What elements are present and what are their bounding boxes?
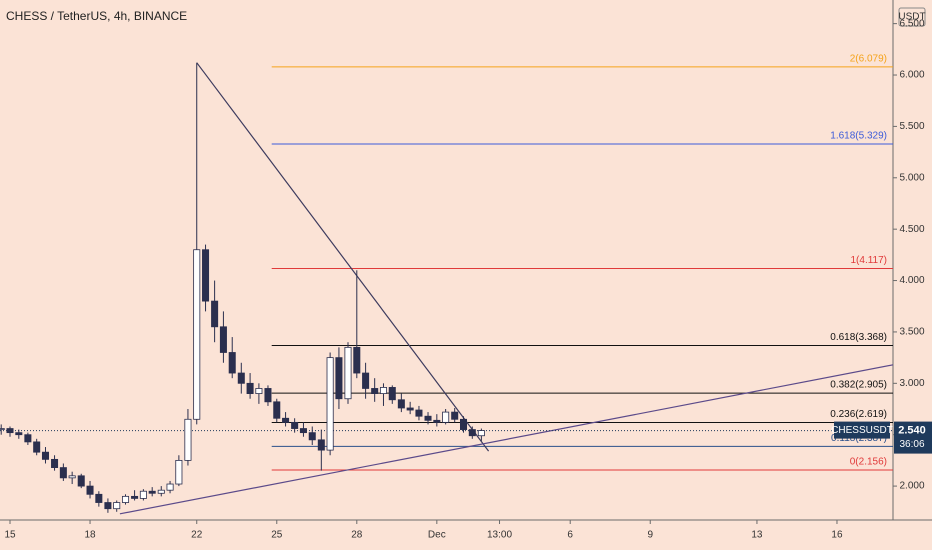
x-tick-label: 13:00: [487, 530, 512, 541]
y-tick-label: 4.000: [899, 275, 924, 286]
y-tick-label: 5.500: [899, 121, 924, 132]
x-tick-label: 22: [191, 530, 203, 541]
candle-body: [59, 467, 67, 479]
candle-body: [273, 401, 281, 419]
candle-body: [41, 451, 49, 460]
price-box: [894, 421, 932, 454]
candle-body: [184, 418, 192, 461]
plot-area: 2(6.079) 1.618(5.329) 1(4.117) 0.618(3.368)…: [0, 54, 894, 515]
candle-body: [335, 357, 343, 400]
candle-body: [211, 300, 219, 328]
trend-line: [119, 364, 894, 515]
candle-body: [113, 502, 121, 510]
candle-body: [237, 372, 245, 384]
x-tick-label: 28: [351, 530, 363, 541]
y-tick-label: 3.000: [899, 378, 924, 389]
candle-body: [0, 428, 5, 430]
fib-label: 1.618(5.329): [830, 131, 887, 142]
countdown-label: 36:06: [899, 439, 924, 450]
y-tick-label: 2.000: [899, 481, 924, 492]
candle-body: [6, 428, 14, 434]
candle-body: [371, 388, 379, 394]
fib-label: 0.236(2.619): [830, 409, 887, 420]
candle-body: [299, 428, 307, 434]
trend-line: [196, 62, 490, 452]
candle-body: [166, 483, 174, 491]
candle-body: [77, 475, 85, 487]
candle-body: [362, 372, 370, 389]
candle-body: [388, 387, 396, 401]
candle-body: [477, 430, 485, 437]
x-tick-label: 18: [84, 530, 96, 541]
candle-body: [344, 346, 352, 400]
candle-body: [148, 490, 156, 494]
candle-body: [459, 418, 468, 430]
candle-body: [264, 388, 272, 403]
candle-body: [175, 459, 183, 485]
x-tick-label: 15: [4, 530, 16, 541]
fib-label: 0(2.156): [850, 457, 887, 468]
y-tick-label: 3.500: [899, 327, 924, 338]
x-tick-label: Dec: [428, 530, 446, 541]
candle-body: [291, 421, 299, 429]
x-tick-label: 25: [271, 530, 283, 541]
x-tick-label: 6: [567, 530, 573, 541]
candle-body: [246, 382, 254, 394]
y-tick-label: 5.000: [899, 172, 924, 183]
candle-body: [424, 415, 432, 421]
x-tick-label: 16: [831, 530, 843, 541]
candle-body: [51, 458, 59, 468]
candle-body: [406, 407, 414, 411]
candle-body: [228, 352, 236, 374]
y-tick-label: 4.500: [899, 224, 924, 235]
candle-body: [317, 439, 325, 451]
fib-label: 2(6.079): [850, 54, 887, 65]
candle-body: [415, 409, 423, 417]
y-tick-label: 6.500: [899, 18, 924, 29]
candle-body: [202, 249, 210, 302]
candle-body: [379, 387, 387, 394]
candle-body: [15, 432, 23, 436]
symbol-label: CHESSUSDT: [831, 425, 893, 436]
candle-body: [353, 346, 361, 374]
candle-body: [326, 357, 334, 451]
x-tick-label: 13: [751, 530, 763, 541]
candle-body: [308, 432, 316, 441]
fib-label: 1(4.117): [850, 255, 887, 266]
candle-body: [122, 495, 130, 503]
x-tick-label: 9: [647, 530, 653, 541]
candle-body: [131, 495, 139, 499]
fib-label: 0.382(2.905): [830, 380, 887, 391]
candle-body: [255, 388, 263, 394]
candle-body: [139, 490, 147, 499]
candle-body: [24, 434, 32, 443]
y-unit: USDT: [898, 12, 925, 23]
candle-body: [433, 419, 441, 423]
candle-body: [33, 441, 41, 453]
price-label: 2.540: [898, 424, 926, 436]
candle-body: [442, 411, 450, 423]
candle-body: [68, 475, 76, 479]
unit-box: [898, 7, 926, 27]
candle-body: [86, 485, 94, 495]
candle-body: [468, 429, 476, 437]
candle-body: [95, 493, 103, 503]
candle-body: [104, 502, 112, 510]
symbol-box: [834, 421, 890, 439]
candle-body: [157, 489, 165, 494]
candle-body: [451, 411, 459, 420]
candle-body: [193, 249, 201, 420]
candle-body: [219, 326, 227, 353]
y-tick-label: 6.000: [899, 70, 924, 81]
candle-body: [397, 399, 405, 409]
candle-body: [282, 417, 290, 423]
chart-title: CHESS / TetherUS, 4h, BINANCE: [6, 9, 187, 23]
fib-label: 0.618(3.368): [830, 332, 887, 343]
